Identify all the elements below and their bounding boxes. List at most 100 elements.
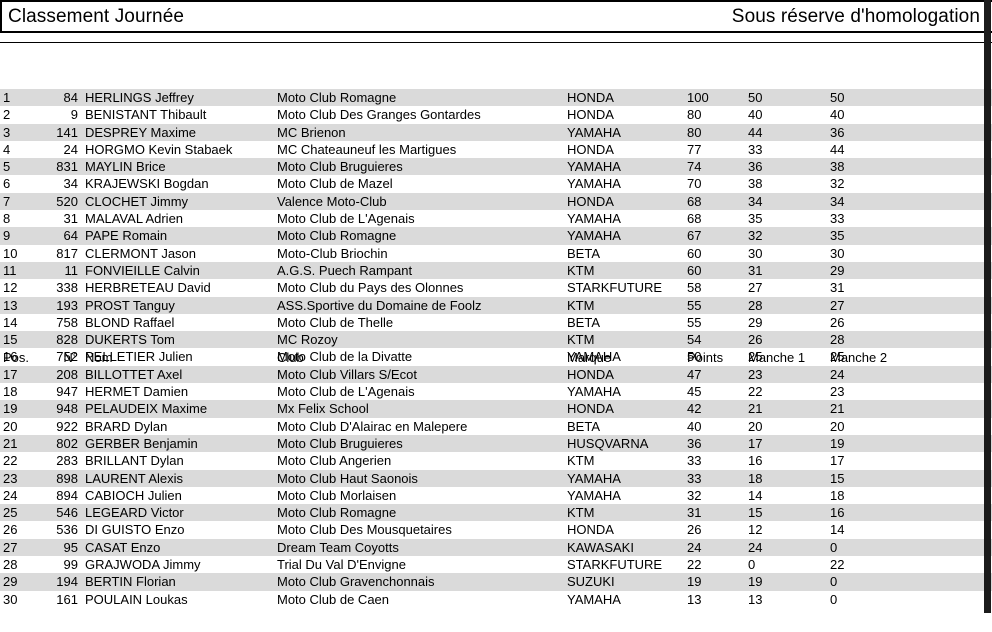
column-header-num: N° <box>63 350 78 365</box>
cell-num: 546 <box>56 505 78 521</box>
cell-club: Moto Club Romagne <box>277 228 397 244</box>
cell-m1: 34 <box>748 193 763 209</box>
cell-m1: 31 <box>748 262 763 278</box>
cell-num: 831 <box>56 159 78 175</box>
table-row: 5 831 MAYLIN Brice Moto Club Bruguieres YAMA… <box>0 158 992 176</box>
cell-m1: 33 <box>748 141 763 157</box>
cell-points: 77 <box>687 141 702 157</box>
cell-points: 67 <box>687 228 702 244</box>
cell-name: PELAUDEIX Maxime <box>85 401 208 417</box>
cell-m1: 17 <box>748 435 763 451</box>
cell-num: 948 <box>56 401 78 417</box>
cell-m2: 28 <box>830 332 845 348</box>
cell-name: POULAIN Loukas <box>85 591 188 607</box>
cell-num: 99 <box>63 557 78 573</box>
table-header: Pos. N° Nom Club Marque Points Manche 1 Manche … <box>0 42 992 632</box>
cell-num: 194 <box>56 574 78 590</box>
cell-points: 47 <box>687 366 702 382</box>
cell-club: Moto Club Bruguieres <box>277 435 403 451</box>
cell-m1: 13 <box>748 591 763 607</box>
cell-club: A.G.S. Puech Rampant <box>277 262 413 278</box>
cell-club: Moto Club Romagne <box>277 505 397 521</box>
cell-m1: 38 <box>748 176 763 192</box>
cell-m2: 16 <box>830 505 845 521</box>
cell-pos: 17 <box>3 366 18 382</box>
cell-points: 100 <box>687 90 709 105</box>
cell-m2: 44 <box>830 141 845 157</box>
cell-pos: 18 <box>3 384 18 400</box>
cell-name: BILLOTTET Axel <box>85 366 183 382</box>
cell-name: HERLINGS Jeffrey <box>85 90 194 105</box>
cell-points: 70 <box>687 176 702 192</box>
table-row: 2 9 BENISTANT Thibault Moto Club Des Grange… <box>0 106 992 123</box>
cell-m2: 34 <box>830 193 845 209</box>
cell-club: Trial Du Val D'Envigne <box>277 557 406 573</box>
cell-pos: 12 <box>3 280 18 296</box>
cell-m1: 44 <box>748 124 763 140</box>
cell-club: Moto Club de la Divatte <box>277 349 413 365</box>
table-row: 14 758 BLOND Raffael Moto Club de Thelle BET… <box>0 314 992 331</box>
cell-m2: 27 <box>830 297 845 313</box>
cell-pos: 14 <box>3 314 18 330</box>
cell-club: Moto Club de L'Agenais <box>277 384 415 400</box>
cell-points: 80 <box>687 107 702 123</box>
cell-club: Moto-Club Briochin <box>277 245 388 261</box>
cell-pos: 30 <box>3 591 18 607</box>
cell-name: LEGEARD Victor <box>85 505 184 521</box>
cell-m1: 24 <box>748 539 763 555</box>
cell-num: 24 <box>63 141 78 157</box>
cell-pos: 20 <box>3 418 18 434</box>
cell-m1: 25 <box>748 349 763 365</box>
table-row: 11 11 FONVIEILLE Calvin A.G.S. Puech Rampan… <box>0 261 992 280</box>
cell-name: BERTIN Florian <box>85 574 176 590</box>
cell-club: MC Brienon <box>277 124 346 140</box>
cell-club: Moto Club Romagne <box>277 90 397 105</box>
cell-brand: HUSQVARNA <box>567 435 649 451</box>
table-row: 16 752 PELLETIER Julien Moto Club de la Div… <box>0 348 992 365</box>
cell-pos: 6 <box>3 176 11 192</box>
cell-num: 31 <box>63 211 78 227</box>
cell-club: Moto Club Des Granges Gontardes <box>277 107 481 123</box>
cell-m2: 18 <box>830 487 845 503</box>
table-row: 23 898 LAURENT Alexis Moto Club Haut Saonoi… <box>0 469 992 487</box>
cell-club: MC Rozoy <box>277 332 338 348</box>
column-header-points: Points <box>687 350 724 365</box>
cell-name: MAYLIN Brice <box>85 159 166 175</box>
cell-num: 11 <box>64 262 79 278</box>
cell-points: 54 <box>687 332 702 348</box>
cell-pos: 1 <box>3 90 11 105</box>
cell-m1: 23 <box>748 366 763 382</box>
cell-num: 141 <box>56 124 78 140</box>
cell-m2: 33 <box>830 211 845 227</box>
cell-m2: 22 <box>830 557 845 573</box>
table-row: 12 338 HERBRETEAU David Moto Club du Pays d… <box>0 279 992 296</box>
table-row: 21 802 GERBER Benjamin Moto Club Bruguieres… <box>0 434 992 453</box>
cell-m1: 14 <box>748 487 763 503</box>
column-header-pos: Pos. <box>3 350 30 365</box>
homologation-note: Sous réserve d'homologation <box>731 5 980 27</box>
cell-name: BRILLANT Dylan <box>85 453 184 469</box>
cell-brand: KTM <box>567 262 595 278</box>
table-row: 26 536 DI GUISTO Enzo Moto Club Des Mousque… <box>0 521 992 538</box>
table-row: 20 922 BRARD Dylan Moto Club D'Alairac en M… <box>0 418 992 435</box>
table-row: 9 64 PAPE Romain Moto Club Romagne YAMAHA 67 3… <box>0 227 992 245</box>
page-edge-bar <box>984 0 991 613</box>
cell-pos: 21 <box>3 435 18 451</box>
cell-pos: 15 <box>3 332 18 348</box>
cell-m1: 26 <box>748 332 763 348</box>
cell-brand: YAMAHA <box>567 176 621 192</box>
cell-m1: 36 <box>748 159 763 175</box>
cell-m2: 19 <box>830 435 845 451</box>
table-row: 18 947 HERMET Damien Moto Club de L'Agenais… <box>0 383 992 400</box>
cell-brand: BETA <box>567 418 600 434</box>
cell-points: 24 <box>687 539 702 555</box>
cell-points: 55 <box>687 314 702 330</box>
cell-m2: 30 <box>830 245 845 261</box>
cell-m2: 32 <box>830 176 845 192</box>
cell-num: 95 <box>63 539 78 555</box>
cell-points: 55 <box>687 297 702 313</box>
table-row: 28 99 GRAJWODA Jimmy Trial Du Val D'Envigne… <box>0 556 992 573</box>
cell-points: 42 <box>687 401 702 417</box>
cell-name: DI GUISTO Enzo <box>85 522 185 538</box>
cell-brand: HONDA <box>567 90 614 105</box>
